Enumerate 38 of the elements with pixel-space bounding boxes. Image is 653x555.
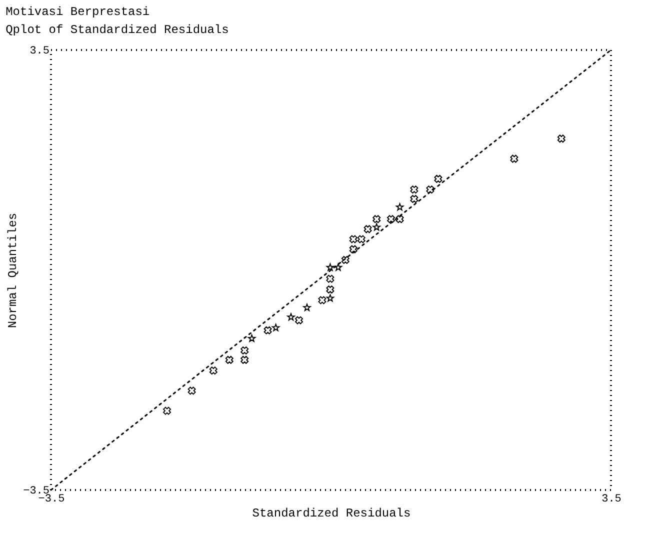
point — [341, 256, 350, 264]
point — [240, 346, 249, 354]
y-axis-title: Normal Quantiles — [6, 212, 20, 328]
point — [434, 174, 442, 183]
point — [326, 294, 334, 302]
point — [426, 186, 434, 194]
point — [396, 203, 404, 211]
point — [326, 263, 334, 271]
point — [326, 285, 334, 294]
point — [410, 186, 418, 194]
chart-title: Motivasi Berprestasi — [6, 5, 150, 19]
point — [303, 304, 311, 312]
point — [372, 223, 380, 231]
chart-subtitle: Qplot of Standardized Residuals — [6, 23, 229, 37]
point — [372, 215, 381, 224]
point — [188, 386, 196, 395]
x-axis-title: Standardized Residuals — [252, 506, 411, 520]
point — [163, 406, 171, 415]
point — [240, 356, 249, 364]
point — [272, 324, 280, 332]
point — [387, 215, 395, 224]
point — [349, 245, 358, 254]
point — [364, 225, 372, 234]
point — [557, 134, 566, 143]
point — [248, 334, 256, 342]
point — [264, 326, 272, 334]
point — [326, 274, 334, 283]
point — [225, 356, 234, 364]
point — [318, 296, 326, 304]
point — [295, 316, 303, 324]
point — [410, 194, 418, 203]
point — [396, 215, 404, 224]
point — [287, 313, 295, 321]
point — [357, 235, 366, 244]
point — [349, 235, 358, 244]
point — [510, 154, 518, 163]
point — [209, 366, 218, 375]
point — [334, 263, 342, 271]
